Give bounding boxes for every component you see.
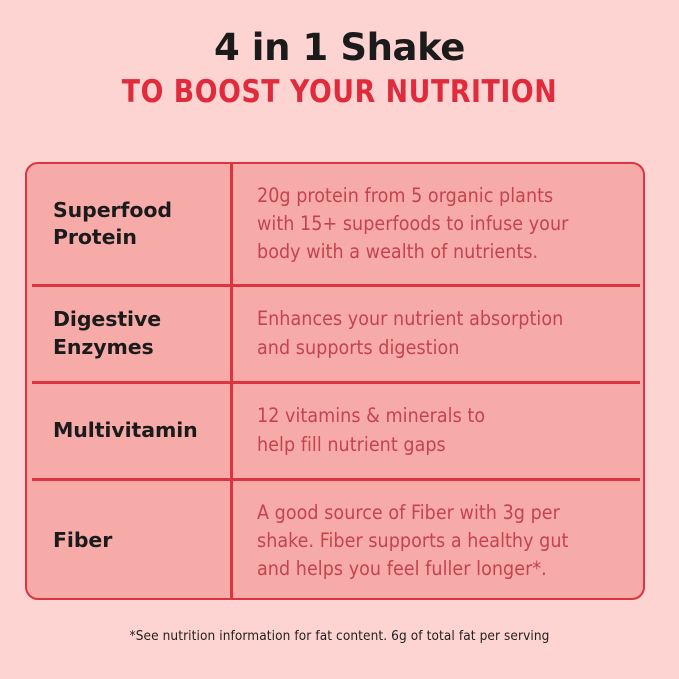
table-row: Superfood Protein 20g protein from 5 org… xyxy=(27,164,643,284)
table-cell-label: Fiber xyxy=(27,527,230,554)
row-separator xyxy=(32,284,640,287)
benefits-table: Superfood Protein 20g protein from 5 org… xyxy=(25,162,645,600)
row-label-line2: Enzymes xyxy=(53,334,154,359)
row-desc-line2: and supports digestion xyxy=(257,335,460,359)
row-desc-line1: A good source of Fiber with 3g per xyxy=(257,500,560,524)
row-desc-line1: Enhances your nutrient absorption xyxy=(257,307,564,331)
page-subtitle: To Boost Your Nutrition xyxy=(121,73,558,110)
row-label-line1: Multivitamin xyxy=(53,417,198,442)
row-desc-line3: and helps you feel fuller longer*. xyxy=(257,557,547,581)
row-desc-line1: 20g protein from 5 organic plants xyxy=(257,183,554,207)
row-desc-line3: body with a wealth of nutrients. xyxy=(257,240,539,264)
page-title: 4 in 1 Shake xyxy=(213,26,466,69)
table-cell-label: Multivitamin xyxy=(27,417,230,444)
table-row: Fiber A good source of Fiber with 3g per… xyxy=(27,480,643,598)
table-cell-description: A good source of Fiber with 3g per shake… xyxy=(230,499,643,583)
row-label-line2: Protein xyxy=(53,225,137,249)
row-label-line1: Fiber xyxy=(53,528,113,553)
row-desc-line1: 12 vitamins & minerals to xyxy=(257,404,486,428)
row-label-line1: Superfood xyxy=(53,197,172,222)
table-cell-description: 12 vitamins & minerals to help fill nutr… xyxy=(230,402,643,458)
row-label-line1: Digestive xyxy=(53,307,162,332)
table-column-divider xyxy=(230,164,233,598)
table-cell-description: 20g protein from 5 organic plants with 1… xyxy=(230,182,643,266)
row-desc-line2: help fill nutrient gaps xyxy=(257,432,446,456)
table-cell-label: Digestive Enzymes xyxy=(27,306,230,361)
table-row: Digestive Enzymes Enhances your nutrient… xyxy=(27,286,643,381)
table-cell-description: Enhances your nutrient absorption and su… xyxy=(230,305,643,361)
header: 4 in 1 Shake To Boost Your Nutrition xyxy=(0,28,679,110)
row-desc-line2: with 15+ superfoods to infuse your xyxy=(257,211,569,235)
table-row: Multivitamin 12 vitamins & minerals to h… xyxy=(27,383,643,478)
row-separator xyxy=(32,381,640,384)
table-rows: Superfood Protein 20g protein from 5 org… xyxy=(27,164,643,598)
row-desc-line2: shake. Fiber supports a healthy gut xyxy=(257,528,569,552)
footnote: *See nutrition information for fat conte… xyxy=(129,628,550,644)
row-separator xyxy=(32,478,640,481)
table-cell-label: Superfood Protein xyxy=(27,197,230,252)
